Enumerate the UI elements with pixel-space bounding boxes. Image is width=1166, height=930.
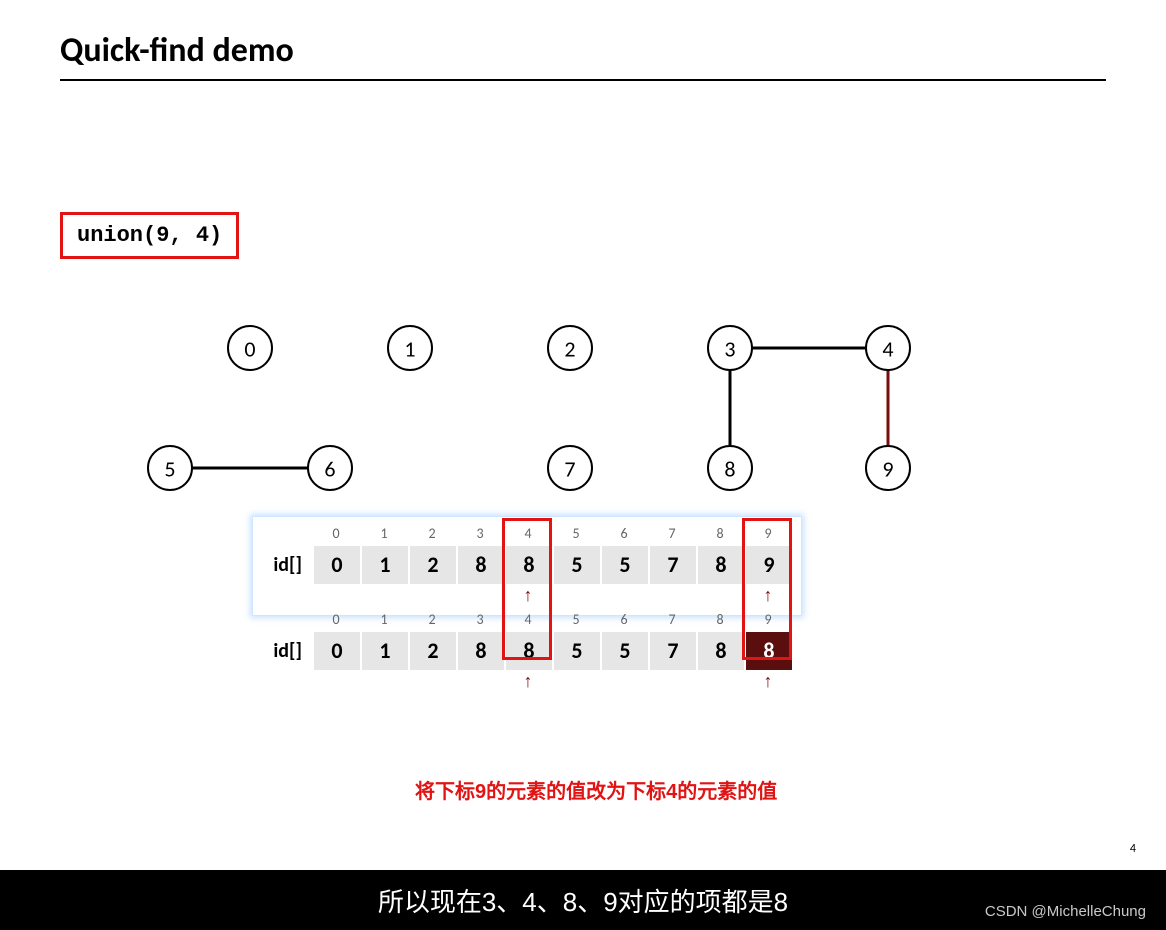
index-row: id[]0123456789: [252, 522, 832, 546]
value-cell: 8: [456, 632, 504, 670]
graph-node-label: 8: [724, 456, 735, 483]
graph-node-label: 4: [882, 336, 893, 363]
value-cell: 1: [360, 546, 408, 584]
graph-node-label: 1: [404, 336, 415, 363]
index-cell: 3: [456, 611, 504, 630]
watermark: CSDN @MichelleChung: [985, 903, 1146, 920]
arrow-cell: ↑: [744, 586, 792, 604]
value-cell: 9: [744, 546, 792, 584]
value-cell: 8: [504, 546, 552, 584]
graph-node-label: 0: [244, 336, 255, 363]
array-label: id[]: [252, 639, 312, 663]
value-cell: 0: [312, 546, 360, 584]
array-block: id[]0123456789id[]0128855789.↑↑: [252, 522, 832, 606]
red-caption: 将下标9的元素的值改为下标4的元素的值: [415, 775, 777, 804]
value-cell: 2: [408, 632, 456, 670]
graph-node-label: 3: [724, 336, 735, 363]
index-cell: 4: [504, 525, 552, 544]
value-cell: 7: [648, 632, 696, 670]
graph-node-label: 2: [564, 336, 575, 363]
footer-bar: 所以现在3、4、8、9对应的项都是8 CSDN @MichelleChung: [0, 870, 1166, 930]
index-cell: 6: [600, 611, 648, 630]
index-cell: 5: [552, 611, 600, 630]
graph-node-label: 7: [564, 456, 575, 483]
value-cell: 2: [408, 546, 456, 584]
value-cell: 1: [360, 632, 408, 670]
index-cell: 9: [744, 525, 792, 544]
array-tables: id[]0123456789id[]0128855789.↑↑id[]01234…: [252, 522, 832, 694]
graph-node-label: 5: [164, 456, 175, 483]
index-cell: 2: [408, 525, 456, 544]
graph-diagram: 0 1 2 3 4 5 6 7 8 9: [130, 320, 950, 490]
array-block: id[]0123456789id[]0128855788.↑↑: [252, 608, 832, 692]
value-cell: 0: [312, 632, 360, 670]
graph-svg: 0 1 2 3 4 5 6 7 8 9: [130, 320, 950, 490]
arrow-row: .↑↑: [252, 670, 832, 692]
index-cell: 0: [312, 525, 360, 544]
index-cell: 5: [552, 525, 600, 544]
graph-node-label: 6: [324, 456, 335, 483]
value-cell: 8: [744, 632, 792, 670]
slide: Quick-find demo union(9, 4) 0123456789 i…: [0, 0, 1166, 870]
index-row: id[]0123456789: [252, 608, 832, 632]
index-cell: 1: [360, 611, 408, 630]
value-cell: 7: [648, 546, 696, 584]
footer-text: 所以现在3、4、8、9对应的项都是8: [378, 882, 788, 919]
arrow-cell: ↑: [504, 586, 552, 604]
index-cell: 7: [648, 525, 696, 544]
page-number: 4: [1130, 842, 1136, 856]
index-cell: 6: [600, 525, 648, 544]
value-cell: 8: [456, 546, 504, 584]
value-cell: 5: [600, 632, 648, 670]
arrow-cell: ↑: [744, 672, 792, 690]
value-cell: 8: [696, 546, 744, 584]
index-cell: 2: [408, 611, 456, 630]
value-row: id[]0128855788: [252, 632, 832, 670]
index-cell: 1: [360, 525, 408, 544]
index-cell: 9: [744, 611, 792, 630]
value-cell: 5: [600, 546, 648, 584]
graph-node-label: 9: [882, 456, 893, 483]
value-cell: 5: [552, 546, 600, 584]
value-cell: 8: [696, 632, 744, 670]
arrow-row: .↑↑: [252, 584, 832, 606]
title-rule: [60, 79, 1106, 81]
index-cell: 0: [312, 611, 360, 630]
slide-title: Quick-find demo: [60, 30, 1106, 71]
array-label: id[]: [252, 553, 312, 577]
value-row: id[]0128855789: [252, 546, 832, 584]
index-cell: 8: [696, 611, 744, 630]
operation-box: union(9, 4): [60, 212, 239, 259]
value-cell: 5: [552, 632, 600, 670]
index-cell: 3: [456, 525, 504, 544]
arrow-cell: ↑: [504, 672, 552, 690]
index-cell: 7: [648, 611, 696, 630]
value-cell: 8: [504, 632, 552, 670]
index-cell: 4: [504, 611, 552, 630]
index-cell: 8: [696, 525, 744, 544]
